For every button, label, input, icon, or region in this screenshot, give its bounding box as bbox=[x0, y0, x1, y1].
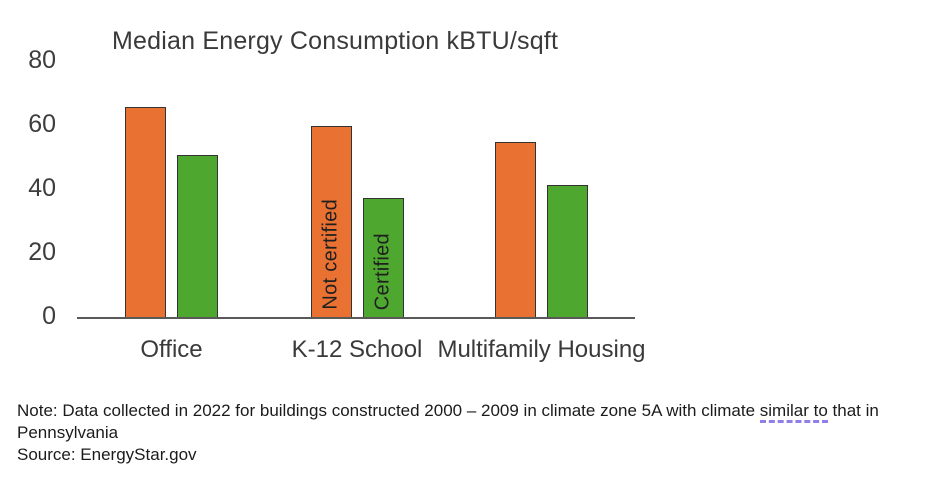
y-tick-label-60: 60 bbox=[28, 110, 56, 138]
note-line-2: Pennsylvania bbox=[17, 423, 119, 442]
note-line-1-text: Note: Data collected in 2022 for buildin… bbox=[17, 401, 760, 420]
bar-office-not-certified bbox=[125, 106, 166, 318]
note-line-1-tail: that in bbox=[827, 401, 879, 420]
note-text: Note: Data collected in 2022 for buildin… bbox=[17, 400, 944, 466]
grammar-underline: similar to bbox=[759, 401, 828, 423]
y-tick-label-20: 20 bbox=[28, 238, 56, 266]
x-axis-line bbox=[77, 317, 635, 319]
y-tick-label-80: 80 bbox=[28, 46, 56, 74]
category-label-multifamily-housing: Multifamily Housing bbox=[437, 336, 646, 363]
category-label-office: Office bbox=[140, 336, 203, 363]
y-tick-label-0: 0 bbox=[42, 302, 56, 330]
bar-office-certified bbox=[177, 154, 218, 318]
bar-k-12-school-not-certified: Not certified bbox=[310, 126, 352, 318]
series-label-certified: Certified bbox=[371, 232, 394, 310]
y-tick-label-40: 40 bbox=[28, 174, 56, 202]
bar-multifamily-housing-not-certified bbox=[495, 142, 536, 318]
category-label-k-12-school: K-12 School bbox=[291, 336, 423, 363]
series-label-not-certified: Not certified bbox=[319, 199, 342, 310]
chart-title: Median Energy Consumption kBTU/sqft bbox=[112, 27, 559, 55]
source-text: Source: EnergyStar.gov bbox=[17, 445, 197, 464]
bar-multifamily-housing-certified bbox=[547, 185, 588, 318]
bar-k-12-school-certified: Certified bbox=[362, 198, 404, 318]
note-line-1: Note: Data collected in 2022 for buildin… bbox=[17, 400, 944, 423]
